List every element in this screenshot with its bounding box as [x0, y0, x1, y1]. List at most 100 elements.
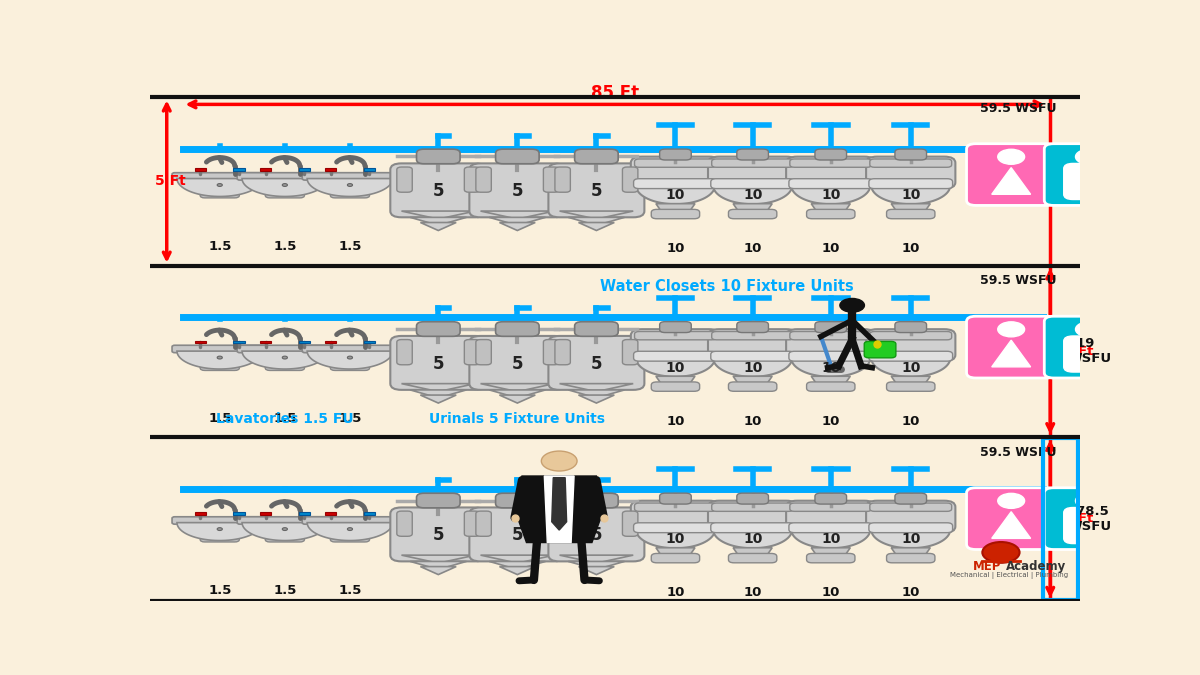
FancyBboxPatch shape	[728, 382, 776, 391]
Circle shape	[347, 184, 353, 186]
Polygon shape	[402, 555, 475, 563]
FancyBboxPatch shape	[790, 331, 871, 340]
Bar	[234, 512, 245, 515]
FancyBboxPatch shape	[786, 501, 876, 533]
FancyBboxPatch shape	[635, 503, 716, 512]
Text: 1.5: 1.5	[208, 412, 232, 425]
Polygon shape	[991, 512, 1031, 539]
FancyBboxPatch shape	[708, 157, 797, 188]
FancyBboxPatch shape	[476, 511, 491, 537]
Text: 35 Ft: 35 Ft	[1055, 345, 1093, 358]
FancyBboxPatch shape	[337, 348, 362, 368]
Polygon shape	[410, 217, 467, 225]
FancyBboxPatch shape	[544, 167, 559, 192]
Text: 1.5: 1.5	[338, 240, 361, 252]
Circle shape	[217, 356, 222, 359]
FancyBboxPatch shape	[554, 340, 570, 364]
FancyBboxPatch shape	[710, 179, 794, 188]
Circle shape	[541, 451, 577, 471]
Text: 10: 10	[744, 242, 762, 255]
Bar	[299, 341, 310, 343]
Polygon shape	[499, 395, 535, 403]
FancyBboxPatch shape	[200, 190, 239, 198]
FancyBboxPatch shape	[712, 159, 793, 167]
Text: 59.5 WSFU: 59.5 WSFU	[980, 102, 1057, 115]
Polygon shape	[545, 476, 574, 543]
Bar	[364, 341, 374, 343]
Text: 10: 10	[744, 586, 762, 599]
Bar	[260, 512, 271, 515]
Polygon shape	[480, 383, 554, 392]
FancyBboxPatch shape	[635, 159, 716, 167]
Polygon shape	[490, 217, 546, 225]
Polygon shape	[242, 179, 328, 196]
Polygon shape	[811, 547, 851, 557]
Text: 59.5 WSFU: 59.5 WSFU	[980, 446, 1057, 459]
FancyBboxPatch shape	[806, 382, 854, 391]
Text: 10: 10	[666, 586, 685, 599]
Text: 10: 10	[901, 242, 920, 255]
FancyBboxPatch shape	[172, 345, 268, 352]
FancyBboxPatch shape	[469, 336, 565, 390]
FancyBboxPatch shape	[464, 340, 480, 364]
Polygon shape	[402, 211, 475, 219]
Polygon shape	[420, 223, 456, 230]
Polygon shape	[636, 530, 715, 548]
Polygon shape	[636, 358, 715, 377]
FancyBboxPatch shape	[966, 317, 1056, 378]
FancyBboxPatch shape	[895, 493, 926, 504]
FancyBboxPatch shape	[397, 167, 413, 192]
FancyBboxPatch shape	[652, 554, 700, 563]
Polygon shape	[307, 351, 392, 369]
Text: Mechanical | Electrical | Plumbing: Mechanical | Electrical | Plumbing	[950, 572, 1068, 578]
Text: Water Closets 10 Fixture Units: Water Closets 10 Fixture Units	[600, 279, 853, 294]
Text: 85 Ft: 85 Ft	[590, 84, 640, 102]
Polygon shape	[559, 555, 634, 563]
Polygon shape	[569, 562, 624, 570]
FancyBboxPatch shape	[887, 382, 935, 391]
FancyBboxPatch shape	[652, 382, 700, 391]
Text: 10: 10	[821, 188, 840, 202]
FancyBboxPatch shape	[272, 520, 298, 539]
Text: 10: 10	[743, 533, 762, 547]
Polygon shape	[811, 376, 851, 385]
Text: 10: 10	[666, 188, 685, 202]
Polygon shape	[733, 376, 772, 385]
Circle shape	[282, 528, 288, 531]
Polygon shape	[517, 476, 601, 543]
FancyBboxPatch shape	[390, 336, 486, 390]
FancyBboxPatch shape	[337, 176, 362, 196]
FancyBboxPatch shape	[870, 159, 952, 167]
FancyBboxPatch shape	[786, 157, 876, 188]
FancyBboxPatch shape	[330, 190, 370, 198]
FancyBboxPatch shape	[496, 493, 539, 508]
Polygon shape	[892, 376, 930, 385]
Polygon shape	[402, 383, 475, 392]
FancyBboxPatch shape	[631, 329, 720, 361]
FancyBboxPatch shape	[966, 144, 1056, 205]
FancyBboxPatch shape	[548, 508, 644, 562]
FancyBboxPatch shape	[815, 322, 846, 333]
Polygon shape	[892, 204, 930, 213]
FancyBboxPatch shape	[623, 511, 638, 537]
Text: 10: 10	[822, 414, 840, 428]
FancyBboxPatch shape	[788, 351, 872, 361]
FancyBboxPatch shape	[728, 554, 776, 563]
Text: 10: 10	[822, 586, 840, 599]
Bar	[194, 168, 206, 171]
FancyBboxPatch shape	[710, 523, 794, 533]
FancyBboxPatch shape	[1044, 488, 1134, 549]
FancyBboxPatch shape	[416, 493, 460, 508]
Polygon shape	[578, 566, 614, 574]
Polygon shape	[733, 547, 772, 557]
FancyBboxPatch shape	[870, 331, 952, 340]
FancyBboxPatch shape	[866, 329, 955, 361]
Text: Academy: Academy	[1006, 560, 1066, 574]
Text: 5: 5	[432, 354, 444, 373]
Polygon shape	[578, 223, 614, 230]
FancyBboxPatch shape	[272, 176, 298, 196]
Polygon shape	[242, 522, 328, 541]
Bar	[260, 168, 271, 171]
FancyBboxPatch shape	[866, 501, 955, 533]
FancyBboxPatch shape	[200, 362, 239, 371]
